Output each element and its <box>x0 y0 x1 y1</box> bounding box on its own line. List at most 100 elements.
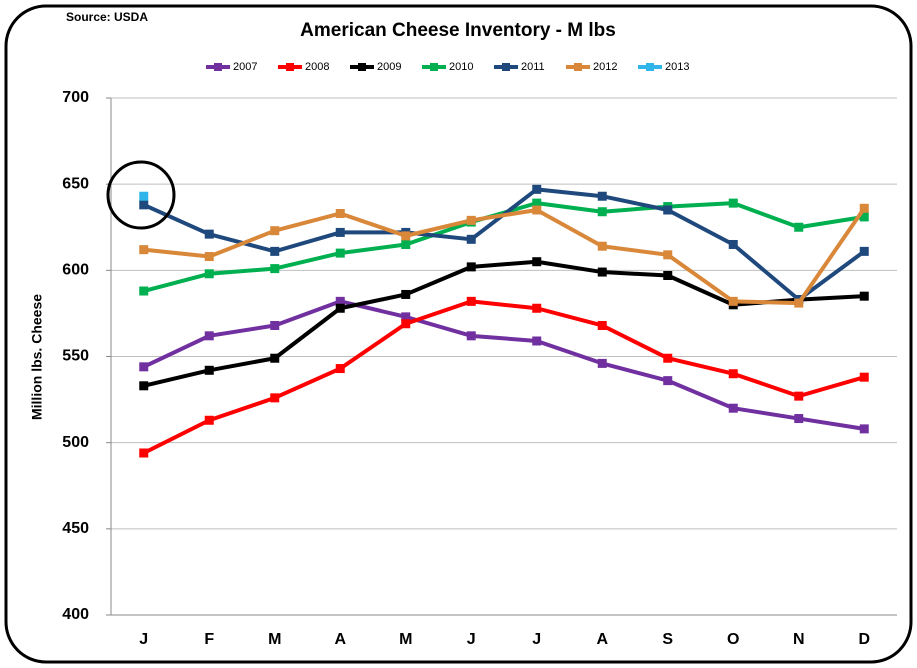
marker <box>728 239 738 249</box>
y-tick-label: 600 <box>62 262 89 279</box>
marker <box>270 226 280 236</box>
marker <box>532 205 542 215</box>
marker <box>270 246 280 256</box>
legend-marker <box>214 63 222 71</box>
marker <box>794 391 804 401</box>
marker <box>139 362 149 372</box>
legend-marker <box>574 63 582 71</box>
marker <box>204 331 214 341</box>
marker <box>204 415 214 425</box>
highlight-circle <box>106 160 176 230</box>
marker <box>663 271 673 281</box>
marker <box>139 286 149 296</box>
marker <box>270 353 280 363</box>
marker <box>270 264 280 274</box>
marker <box>401 231 411 241</box>
y-tick-label: 550 <box>62 348 89 365</box>
marker <box>532 303 542 313</box>
marker <box>270 393 280 403</box>
marker <box>728 296 738 306</box>
legend-marker <box>286 63 294 71</box>
legend-marker <box>502 63 510 71</box>
marker <box>335 364 345 374</box>
marker <box>139 381 149 391</box>
marker <box>794 222 804 232</box>
marker <box>466 331 476 341</box>
series <box>139 296 869 434</box>
marker <box>859 212 869 222</box>
series-line <box>143 207 866 306</box>
marker <box>335 303 345 313</box>
marker <box>139 191 149 201</box>
marker <box>597 320 607 330</box>
marker <box>859 424 869 434</box>
marker <box>466 296 476 306</box>
marker <box>335 227 345 237</box>
marker <box>401 319 411 329</box>
x-tick-label: J <box>467 631 476 648</box>
x-tick-label: F <box>204 631 214 648</box>
marker <box>597 191 607 201</box>
legend-label: 2011 <box>521 61 545 73</box>
source: Source: USDA <box>66 10 148 24</box>
marker <box>204 229 214 239</box>
marker <box>663 353 673 363</box>
x-tick-label: N <box>793 631 805 648</box>
marker <box>794 298 804 308</box>
legend-label: 2009 <box>377 61 401 73</box>
x-tick-label: J <box>139 631 148 648</box>
series-line <box>142 299 865 455</box>
legend-marker <box>358 63 366 71</box>
y-tick-label: 400 <box>62 606 89 623</box>
marker <box>532 184 542 194</box>
marker <box>663 205 673 215</box>
y-tick-label: 650 <box>62 175 89 192</box>
marker <box>728 403 738 413</box>
x-tick-label: O <box>727 631 739 648</box>
marker <box>597 241 607 251</box>
legend-label: 2008 <box>305 61 329 73</box>
marker <box>728 369 738 379</box>
series-line <box>143 259 865 388</box>
x-tick-label: A <box>596 631 608 648</box>
marker <box>466 262 476 272</box>
y-tick-label: 700 <box>62 89 89 106</box>
chart-title: American Cheese Inventory - M lbs <box>300 20 616 41</box>
y-axis-label: Million lbs. Cheese <box>29 294 45 420</box>
series <box>139 191 149 201</box>
marker <box>663 250 673 260</box>
x-tick-label: A <box>334 631 346 648</box>
marker <box>597 207 607 217</box>
marker <box>335 248 345 258</box>
legend-label: 2007 <box>233 61 257 73</box>
legend-marker <box>430 63 438 71</box>
marker <box>532 198 542 208</box>
marker <box>466 215 476 225</box>
marker <box>401 312 411 322</box>
marker <box>139 245 149 255</box>
series-line <box>142 299 865 431</box>
marker <box>401 289 411 299</box>
marker <box>204 365 214 375</box>
y-tick-label: 450 <box>62 520 89 537</box>
marker <box>859 203 869 213</box>
series <box>139 296 869 458</box>
marker <box>794 414 804 424</box>
marker <box>204 269 214 279</box>
marker <box>139 200 149 210</box>
marker <box>335 296 345 306</box>
x-tick-label: M <box>268 631 281 648</box>
marker <box>597 358 607 368</box>
marker <box>859 372 869 382</box>
x-tick-label: J <box>532 631 541 648</box>
legend-label: 2010 <box>449 61 473 73</box>
x-tick-label: S <box>662 631 673 648</box>
marker <box>139 448 149 458</box>
marker <box>532 336 542 346</box>
marker <box>728 198 738 208</box>
legend-marker <box>646 63 654 71</box>
legend-label: 2012 <box>593 61 617 73</box>
marker <box>859 291 869 301</box>
y-tick-label: 500 <box>62 434 89 451</box>
